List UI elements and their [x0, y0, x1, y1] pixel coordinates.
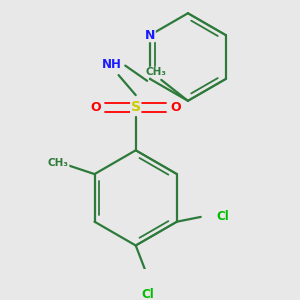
Text: O: O — [90, 101, 101, 114]
Text: O: O — [170, 101, 181, 114]
Text: CH₃: CH₃ — [48, 158, 69, 168]
Text: Cl: Cl — [216, 210, 229, 224]
Text: N: N — [145, 28, 155, 42]
Text: S: S — [131, 100, 141, 115]
Text: NH: NH — [102, 58, 122, 71]
Text: Cl: Cl — [142, 287, 154, 300]
Text: CH₃: CH₃ — [145, 67, 166, 77]
